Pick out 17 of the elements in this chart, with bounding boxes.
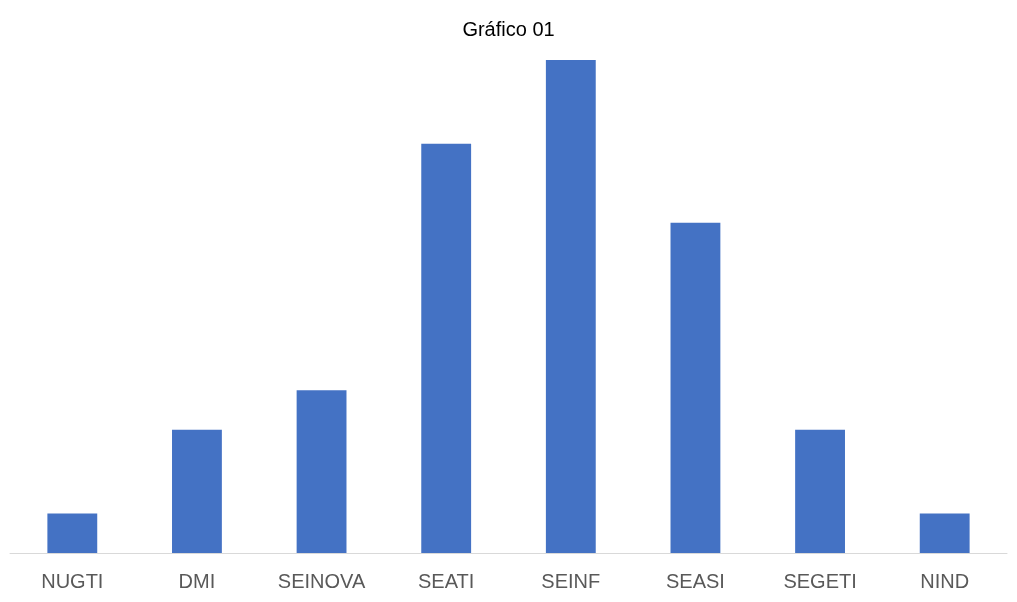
x-tick-label: NUGTI [41,570,104,592]
x-tick-label: NIND [920,570,970,592]
chart-title: Gráfico 01 [462,18,555,40]
x-tick-label: SEINF [541,570,601,592]
x-tick-label: DMI [178,570,216,592]
x-tick-label: SEINOVA [277,570,366,592]
bar [296,390,347,553]
bar [919,513,970,553]
bar [421,143,472,553]
bar [47,513,98,553]
x-tick-label: SEASI [665,570,725,592]
bar [670,222,721,553]
x-tick-label: SEGETI [783,570,857,592]
x-tick-label: SEATI [418,570,475,592]
bar [795,429,845,553]
bar [545,60,596,553]
bar [172,429,222,553]
